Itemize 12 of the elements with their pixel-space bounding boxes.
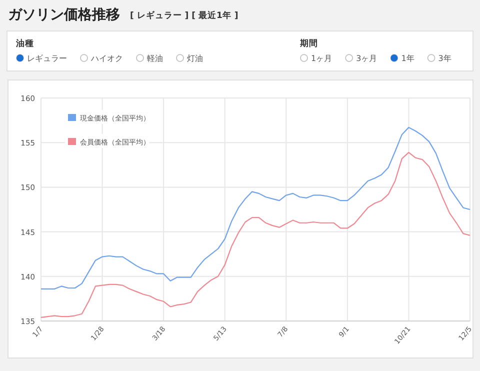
control-group: 油種 [16, 39, 34, 49]
radio-option: 1ヶ月 [300, 54, 332, 63]
radio-option: 3ヶ月 [345, 54, 378, 63]
title: ガソリン価格推移 [8, 7, 120, 23]
control-group: 期間 [300, 39, 318, 49]
radio-option: ハイオク [80, 54, 123, 63]
radio-option: 灯油 [176, 54, 203, 63]
radio-option: 3年 [427, 54, 452, 63]
radio-option: レギュラー [16, 54, 67, 63]
radio-option: 軽油 [136, 54, 163, 63]
radio-option: 1年 [390, 54, 414, 63]
subtitle: [ レギュラー ] [ 最近1年 ] [130, 11, 238, 21]
